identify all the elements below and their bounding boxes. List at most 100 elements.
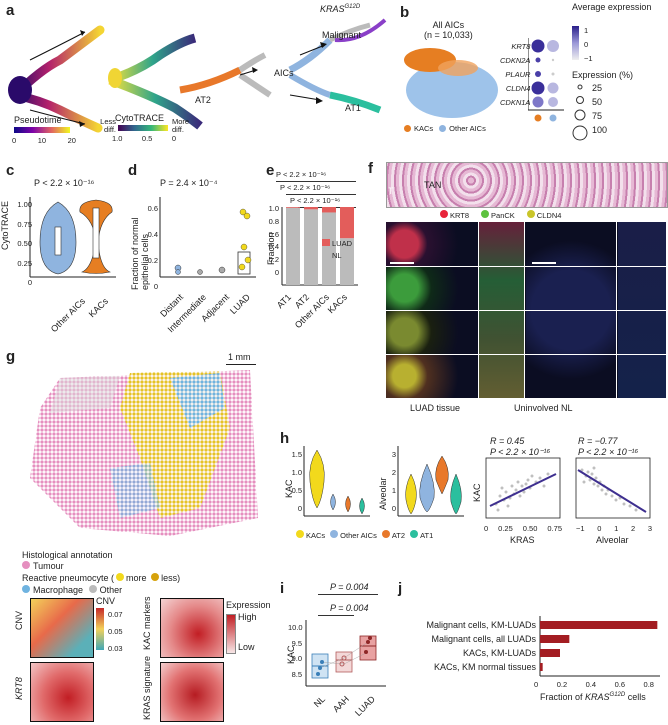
e-bracket1 bbox=[276, 181, 356, 182]
e-bar-at1-luad bbox=[286, 207, 300, 208]
c-xtick-other: Other AICs bbox=[48, 296, 88, 335]
e-bar-at2-nl bbox=[304, 209, 318, 285]
panel-letter-j: j bbox=[398, 580, 403, 597]
pseudotime-umap bbox=[8, 25, 105, 133]
at1-label: AT1 bbox=[345, 103, 361, 113]
h-legend: KACs Other AICs AT2 AT1 bbox=[296, 530, 433, 540]
i-yticks: 10.0 9.5 9.0 8.5 bbox=[288, 623, 303, 679]
j-bar-chart bbox=[539, 616, 660, 677]
tick: 20 bbox=[67, 136, 76, 145]
if-grid bbox=[386, 222, 666, 398]
j-bar-2 bbox=[540, 649, 560, 657]
d-pvalue: P = 2.4 × 10⁻⁴ bbox=[160, 178, 218, 188]
i-bracket2 bbox=[318, 615, 354, 616]
h-violin-alveolar bbox=[397, 446, 464, 517]
tick: 0.5 bbox=[141, 134, 153, 143]
e-legend: LUAD NL bbox=[322, 238, 352, 262]
panel-letter-g: g bbox=[6, 348, 16, 365]
d-yticks: 0.6 0.4 0.2 0 bbox=[147, 204, 158, 291]
c-pvalue: P < 2.2 × 10⁻¹⁶ bbox=[34, 178, 95, 188]
kacs-legend-dot bbox=[404, 125, 411, 132]
panel-letter-h: h bbox=[280, 430, 290, 447]
avg-expr-title: Average expression bbox=[572, 2, 652, 12]
aics-label: AICs bbox=[274, 68, 294, 78]
panel-letter-d: d bbox=[128, 162, 138, 179]
j-cat-3: KACs, KM normal tissues bbox=[433, 662, 536, 672]
cnv-ylabel: CNV bbox=[14, 610, 24, 630]
h-r2: R = −0.77 bbox=[578, 436, 618, 446]
j-cat-1: Malignant cells, all LUADs bbox=[431, 634, 536, 644]
e-yticks: 1.0 0.8 0.6 0.4 0.2 0 bbox=[268, 204, 279, 277]
panel-a-umaps bbox=[8, 18, 387, 133]
cnv-ticks: 0.07 0.05 0.03 bbox=[108, 610, 123, 653]
c-violins bbox=[29, 197, 116, 278]
avg-expr-colorbar bbox=[572, 26, 579, 60]
more-diff-label: More diff. bbox=[172, 117, 190, 134]
h-scatter-kras bbox=[485, 457, 561, 519]
j-cat-2: KACs, KM-LUADs bbox=[462, 648, 536, 658]
c-ylabel: CytoTRACE bbox=[0, 200, 10, 250]
aic-umap bbox=[404, 48, 498, 118]
spatial-map bbox=[30, 370, 258, 536]
reactive-legend: Reactive pneumocyte (more less) bbox=[22, 573, 181, 583]
pct-ticks: 25 50 75 100 bbox=[592, 83, 608, 135]
tan-label: TAN bbox=[424, 180, 442, 190]
other-legend-label: Other AICs bbox=[449, 124, 486, 133]
cytotrace-ticks: 1.0 0.5 0 bbox=[112, 134, 176, 143]
h-scatter2-xlabel: Alveolar bbox=[596, 535, 629, 545]
i-boxplots bbox=[305, 620, 386, 687]
h-p2: P < 2.2 × 10⁻¹⁶ bbox=[578, 447, 639, 457]
expr-pct-title: Expression (%) bbox=[572, 70, 634, 80]
kras-signature-ylabel: KRAS signature bbox=[142, 655, 152, 720]
pseudotime-colorbar bbox=[14, 127, 70, 133]
h-violin-kac bbox=[303, 446, 370, 517]
less-diff-label: Less diff. bbox=[100, 117, 116, 134]
j-xlabel: Fraction of KRASG12D cells bbox=[540, 692, 646, 702]
e-bracket2 bbox=[286, 194, 356, 195]
tick: 0 bbox=[171, 134, 176, 143]
expression-colorbar bbox=[226, 614, 236, 654]
panel-letter-a: a bbox=[6, 2, 15, 19]
i-bracket1 bbox=[318, 594, 378, 595]
e-bar-kacs-luad bbox=[340, 207, 354, 239]
krt8-map bbox=[30, 662, 94, 722]
he-stain-strip bbox=[386, 162, 668, 208]
trajectory-diagram bbox=[179, 18, 387, 114]
uninvolved-label: Uninvolved NL bbox=[514, 403, 573, 413]
other-legend-dot bbox=[439, 125, 447, 132]
h-v1-yticks: 1.5 1.0 0.5 0 bbox=[291, 450, 302, 513]
i-xtick-luad: LUAD bbox=[353, 694, 378, 719]
j-category-labels: Malignant cells, KM-LUADs Malignant cell… bbox=[396, 618, 536, 674]
cytotrace-umap bbox=[108, 33, 203, 130]
cnv-colorbar bbox=[96, 608, 104, 650]
luad-tissue-label: LUAD tissue bbox=[410, 403, 461, 413]
hist-annotation-label: Histological annotation bbox=[22, 550, 113, 560]
cytotrace-colorbar bbox=[118, 125, 168, 131]
panel-letter-f: f bbox=[368, 160, 373, 177]
cytotrace-label: CytoTRACE bbox=[115, 113, 165, 123]
h-scatter1-xticks: 0 0.25 0.50 0.75 bbox=[484, 524, 562, 533]
kac-markers-map bbox=[160, 598, 224, 658]
e-bar-at1-nl bbox=[286, 207, 300, 285]
h-p1: P < 2.2 × 10⁻¹⁶ bbox=[490, 447, 551, 457]
f-markers-legend: KRT8 PanCK CLDN4 bbox=[440, 210, 561, 220]
macro-legend: Macrophage Other bbox=[22, 585, 122, 595]
j-bar-3 bbox=[540, 663, 543, 671]
c-yticks: 1.00 0.75 0.50 0.25 0 bbox=[17, 200, 32, 288]
i-xtick-nl: NL bbox=[311, 694, 328, 710]
b-title: All AICs (n = 10,033) bbox=[424, 20, 473, 40]
d-boxplots bbox=[159, 197, 256, 278]
panel-letter-e: e bbox=[266, 162, 275, 179]
e-bar-kacs-nl bbox=[340, 238, 354, 285]
cnv-map bbox=[30, 598, 94, 658]
pseudotime-label: Pseudotime bbox=[14, 115, 62, 125]
e-bar-other-aics-luad bbox=[322, 207, 336, 213]
kac-markers-ylabel: KAC markers bbox=[142, 596, 152, 650]
high-label: High bbox=[238, 612, 257, 622]
kras-label: KRASG12D bbox=[320, 4, 361, 14]
i-p2: P = 0.004 bbox=[330, 603, 369, 613]
j-bar-0 bbox=[540, 621, 658, 629]
h-scatter1-xlabel: KRAS bbox=[510, 535, 535, 545]
krt8-ylabel: KRT8 bbox=[14, 677, 24, 700]
avg-ticks: 1 0 −1 bbox=[584, 26, 593, 63]
